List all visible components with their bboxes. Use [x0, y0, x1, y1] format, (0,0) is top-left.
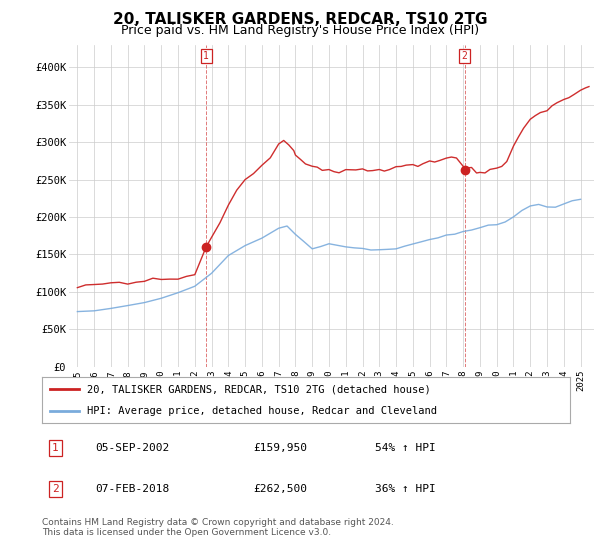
- Text: £262,500: £262,500: [253, 484, 307, 494]
- Text: 2: 2: [462, 51, 467, 61]
- Text: Contains HM Land Registry data © Crown copyright and database right 2024.
This d: Contains HM Land Registry data © Crown c…: [42, 518, 394, 538]
- Text: 2: 2: [52, 484, 59, 494]
- Text: 54% ↑ HPI: 54% ↑ HPI: [374, 443, 436, 452]
- Text: HPI: Average price, detached house, Redcar and Cleveland: HPI: Average price, detached house, Redc…: [87, 407, 437, 416]
- Text: 1: 1: [52, 443, 59, 452]
- Text: £159,950: £159,950: [253, 443, 307, 452]
- Text: 20, TALISKER GARDENS, REDCAR, TS10 2TG: 20, TALISKER GARDENS, REDCAR, TS10 2TG: [113, 12, 487, 27]
- Text: 05-SEP-2002: 05-SEP-2002: [95, 443, 169, 452]
- Text: 36% ↑ HPI: 36% ↑ HPI: [374, 484, 436, 494]
- Text: 20, TALISKER GARDENS, REDCAR, TS10 2TG (detached house): 20, TALISKER GARDENS, REDCAR, TS10 2TG (…: [87, 384, 431, 394]
- Text: 1: 1: [203, 51, 209, 61]
- Text: 07-FEB-2018: 07-FEB-2018: [95, 484, 169, 494]
- Text: Price paid vs. HM Land Registry's House Price Index (HPI): Price paid vs. HM Land Registry's House …: [121, 24, 479, 36]
